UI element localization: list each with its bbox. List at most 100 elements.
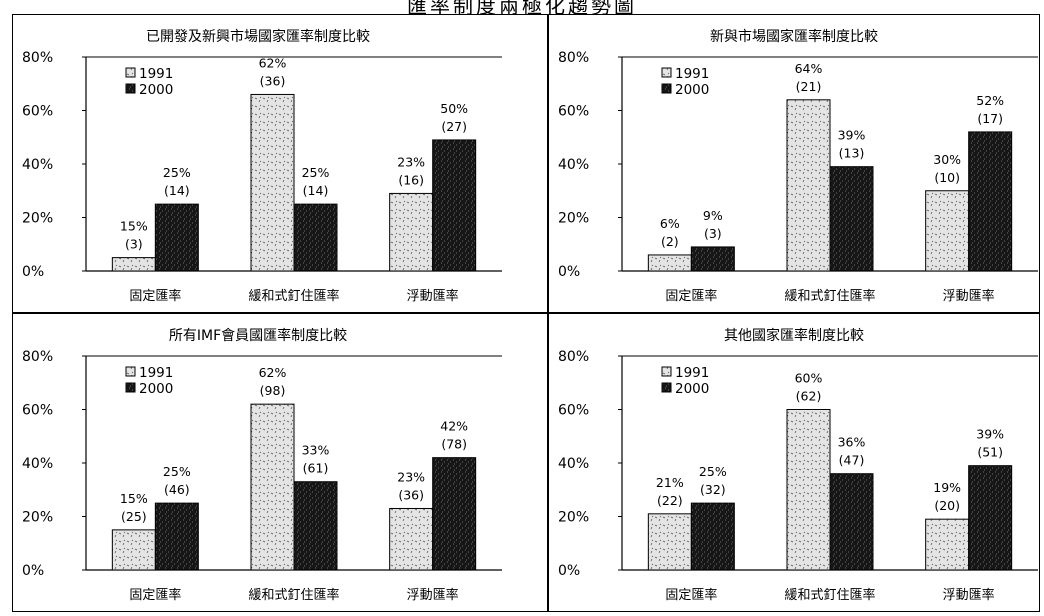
- data-label-percent: 50%: [440, 101, 468, 116]
- chart-panel-emerging: 新與市場國家匯率制度比較 0% 20% 40% 60% 80% 6% (2) 9% (3) 固定匯率…: [550, 16, 1038, 306]
- data-label-percent: 39%: [838, 128, 866, 143]
- data-label-count: (25): [121, 509, 147, 524]
- bar-1991-0: [647, 513, 692, 571]
- y-tick-label: 80%: [22, 349, 53, 365]
- legend-swatch-2000: [125, 382, 136, 393]
- bar-1991-1: [786, 99, 831, 272]
- y-tick-label: 20%: [558, 510, 589, 526]
- data-label-percent: 30%: [933, 152, 961, 167]
- bar-1991-1: [250, 403, 295, 571]
- data-label-percent: 21%: [656, 475, 684, 490]
- data-label-count: (98): [260, 383, 286, 398]
- data-label-count: (13): [839, 146, 865, 161]
- data-label-percent: 25%: [699, 464, 727, 479]
- legend-label: 2000: [139, 82, 173, 98]
- chart-panel-other: 其他國家匯率制度比較 0% 20% 40% 60% 80% 21% (22) 25% (32) 固定…: [550, 315, 1038, 605]
- page-title: 匯率制度兩極化趨勢圖: [407, 0, 637, 18]
- bar-chart: 所有IMF會員國匯率制度比較 0% 20% 40% 60% 80% 15% (25) 25% (4…: [22, 327, 502, 603]
- y-tick-label: 0%: [558, 563, 580, 579]
- data-label-percent: 15%: [120, 491, 148, 506]
- y-tick-label: 20%: [22, 211, 53, 227]
- legend-label: 1991: [675, 365, 709, 381]
- data-label-count: (3): [125, 237, 143, 252]
- data-label-percent: 19%: [933, 480, 961, 495]
- legend-label: 1991: [139, 365, 173, 381]
- data-label-count: (3): [704, 226, 722, 241]
- y-tick-label: 20%: [558, 211, 589, 227]
- x-category-label: 緩和式釘住匯率: [248, 587, 339, 603]
- data-label-count: (27): [441, 119, 467, 134]
- y-tick-label: 80%: [558, 50, 589, 66]
- legend-swatch-1991: [125, 366, 136, 377]
- data-label-count: (51): [977, 445, 1003, 460]
- data-label-percent: 23%: [397, 469, 425, 484]
- data-label-percent: 25%: [163, 464, 191, 479]
- x-category-label: 固定匯率: [129, 587, 181, 603]
- y-tick-label: 20%: [22, 510, 53, 526]
- legend-label: 1991: [675, 66, 709, 82]
- x-category-label: 緩和式釘住匯率: [784, 587, 875, 603]
- bar-1991-2: [925, 518, 970, 571]
- chart-title: 新與市場國家匯率制度比較: [710, 28, 878, 45]
- bar-2000-2: [968, 131, 1013, 272]
- data-label-count: (20): [934, 498, 960, 513]
- chart-panel-all-imf: 所有IMF會員國匯率制度比較 0% 20% 40% 60% 80% 15% (25) 25% (4…: [14, 315, 502, 605]
- x-category-label: 固定匯率: [129, 288, 181, 304]
- x-category-label: 浮動匯率: [943, 288, 995, 304]
- legend-swatch-1991: [125, 67, 136, 78]
- x-category-label: 浮動匯率: [407, 587, 459, 603]
- y-tick-label: 0%: [22, 264, 44, 280]
- x-category-label: 固定匯率: [665, 288, 717, 304]
- bar-1991-1: [250, 93, 295, 272]
- chart-title: 其他國家匯率制度比較: [724, 327, 864, 344]
- y-tick-label: 60%: [22, 403, 53, 419]
- data-label-count: (22): [657, 493, 683, 508]
- bar-2000-1: [293, 481, 338, 571]
- chart-title: 所有IMF會員國匯率制度比較: [169, 327, 347, 344]
- y-tick-label: 60%: [22, 104, 53, 120]
- data-label-count: (16): [398, 172, 424, 187]
- data-label-percent: 9%: [703, 208, 723, 223]
- data-label-percent: 39%: [976, 427, 1004, 442]
- y-tick-label: 40%: [558, 157, 589, 173]
- panel-divider-horizontal: [12, 312, 1040, 314]
- bar-2000-1: [293, 203, 338, 272]
- data-label-percent: 60%: [795, 371, 823, 386]
- data-label-count: (36): [260, 73, 286, 88]
- y-tick-label: 40%: [558, 456, 589, 472]
- legend-label: 2000: [675, 381, 709, 397]
- data-label-percent: 36%: [838, 435, 866, 450]
- data-label-percent: 15%: [120, 219, 148, 234]
- data-label-count: (14): [303, 183, 329, 198]
- data-label-percent: 52%: [976, 93, 1004, 108]
- legend-label: 2000: [675, 82, 709, 98]
- x-category-label: 浮動匯率: [943, 587, 995, 603]
- y-tick-label: 60%: [558, 104, 589, 120]
- data-label-count: (17): [977, 111, 1003, 126]
- bar-1991-0: [647, 254, 692, 272]
- chart-title: 已開發及新興市場國家匯率制度比較: [146, 28, 370, 45]
- legend-swatch-2000: [661, 83, 672, 94]
- data-label-percent: 33%: [302, 443, 330, 458]
- legend-label: 1991: [139, 66, 173, 82]
- bar-2000-0: [690, 246, 735, 272]
- data-label-percent: 6%: [660, 216, 680, 231]
- bar-2000-0: [154, 502, 199, 571]
- y-tick-label: 40%: [22, 456, 53, 472]
- y-tick-label: 80%: [558, 349, 589, 365]
- bar-chart: 其他國家匯率制度比較 0% 20% 40% 60% 80% 21% (22) 25% (32) 固定…: [558, 327, 1038, 603]
- data-label-count: (78): [441, 437, 467, 452]
- x-category-label: 緩和式釘住匯率: [248, 288, 339, 304]
- bar-1991-2: [389, 192, 434, 272]
- y-tick-label: 80%: [22, 50, 53, 66]
- legend-swatch-1991: [661, 366, 672, 377]
- y-tick-label: 40%: [22, 157, 53, 173]
- x-category-label: 緩和式釘住匯率: [784, 288, 875, 304]
- bar-1991-2: [925, 190, 970, 272]
- data-label-count: (36): [398, 487, 424, 502]
- x-category-label: 浮動匯率: [407, 288, 459, 304]
- bar-2000-1: [829, 166, 874, 272]
- bar-1991-1: [786, 409, 831, 571]
- data-label-count: (2): [661, 234, 679, 249]
- bar-2000-2: [968, 465, 1013, 571]
